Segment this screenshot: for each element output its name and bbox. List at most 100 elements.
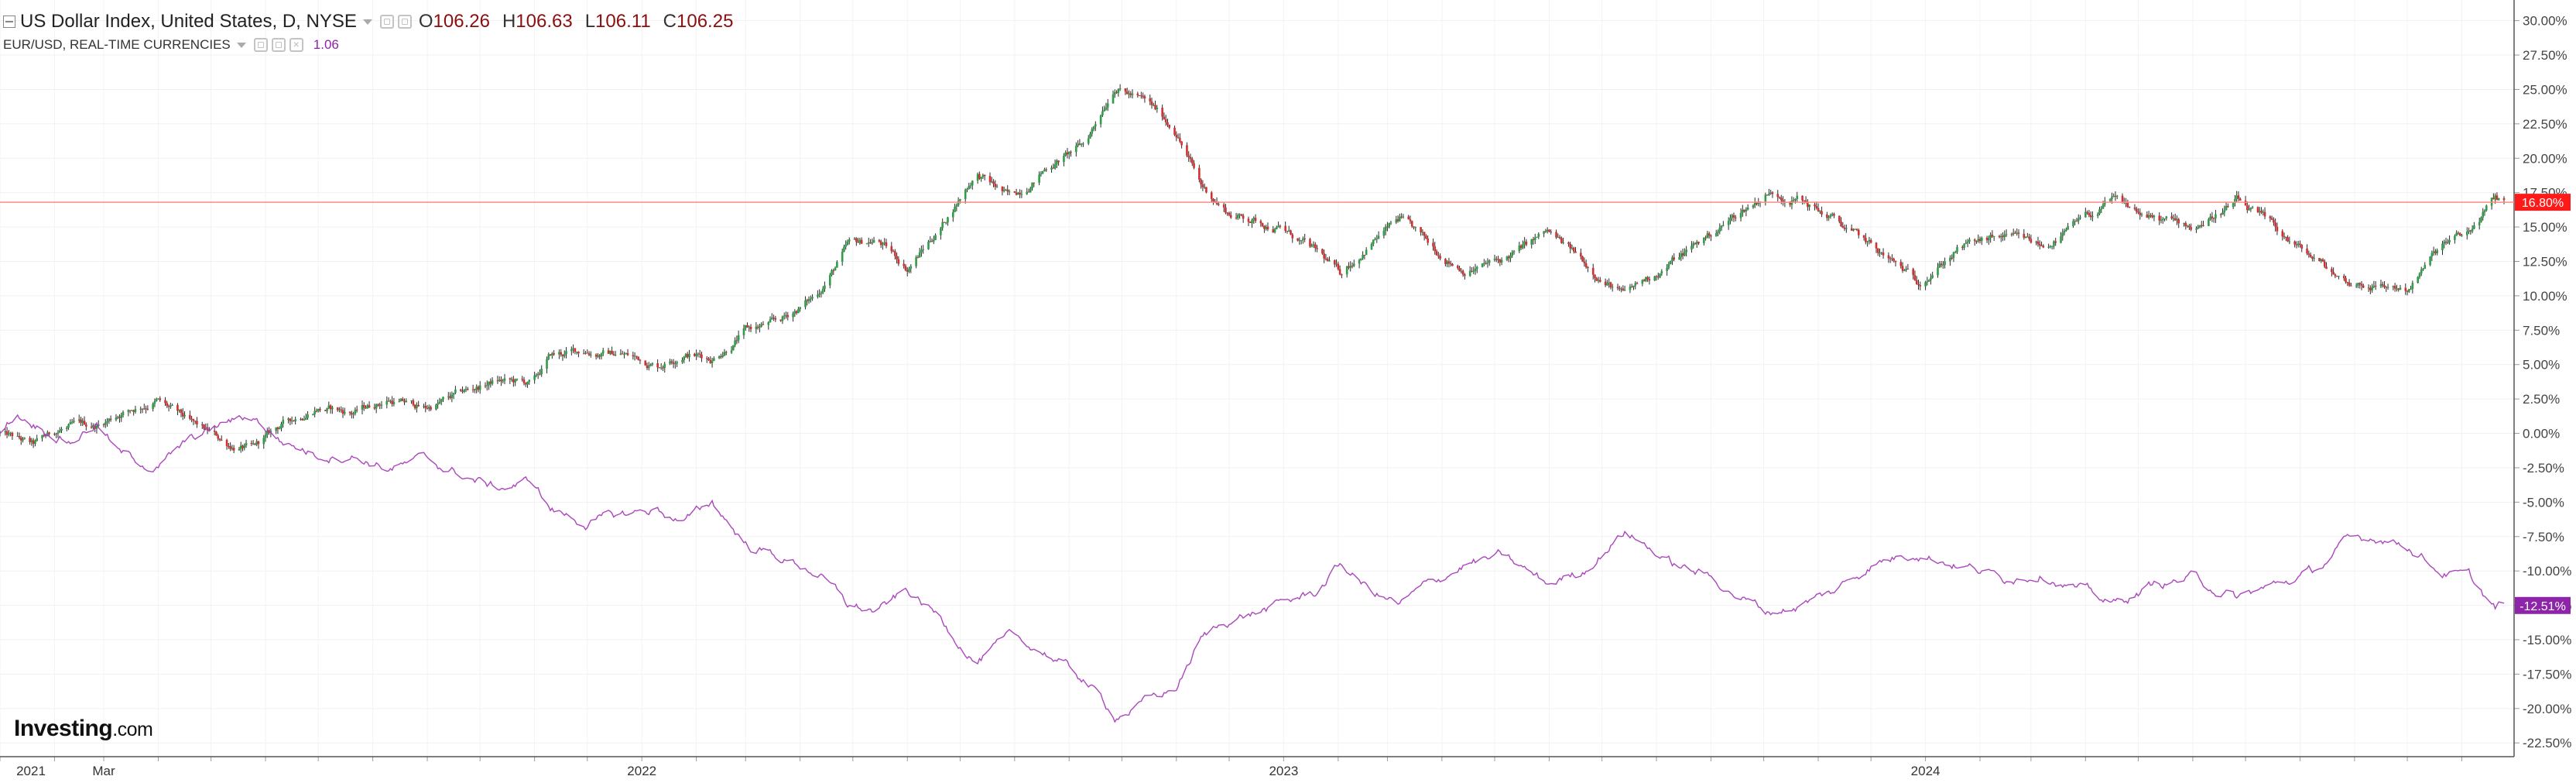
candle-body <box>1801 195 1804 201</box>
candle-body <box>1697 242 1700 243</box>
y-tick-label: 10.00% <box>2523 289 2567 304</box>
settings-icon[interactable] <box>253 38 268 52</box>
close-icon[interactable]: × <box>289 38 303 52</box>
candle-body <box>683 356 686 361</box>
candle-body <box>720 355 722 357</box>
candle-body <box>2150 215 2152 216</box>
candle-body <box>1792 200 1795 201</box>
candle-body <box>1536 236 1538 238</box>
candle-body <box>365 407 367 409</box>
candle-body <box>1400 216 1403 218</box>
candle-body <box>2246 205 2249 211</box>
candle-body <box>1606 283 1608 286</box>
candle-body <box>746 325 748 328</box>
candle-body <box>1533 237 1536 240</box>
candle-body <box>1975 241 1978 242</box>
candle-body <box>430 407 432 410</box>
candle-body <box>1906 268 1910 270</box>
candle-body <box>2215 214 2217 218</box>
candle-body <box>2350 285 2352 287</box>
chevron-down-icon[interactable] <box>362 19 372 25</box>
candle-body <box>2184 222 2187 226</box>
candle-body <box>598 355 601 357</box>
candle-body <box>2270 218 2273 220</box>
candle-body <box>90 426 93 428</box>
chevron-down-icon[interactable] <box>236 42 246 48</box>
y-tick-label: -20.00% <box>2523 702 2571 716</box>
candle-body <box>313 410 316 414</box>
candle-body <box>633 355 636 357</box>
candle-body <box>2112 195 2115 197</box>
candle-body <box>1833 214 1835 216</box>
candle-body <box>2309 254 2312 257</box>
candle-body <box>180 409 183 414</box>
candle-body <box>809 298 812 300</box>
candle-body <box>428 407 430 409</box>
candle-body <box>934 235 937 240</box>
candle-body <box>647 366 650 369</box>
candle-body <box>1101 111 1104 115</box>
candle-body <box>1857 229 1860 235</box>
candle-body <box>836 262 838 268</box>
candle-body <box>2371 287 2373 290</box>
candle-body <box>498 379 501 381</box>
candle-body <box>2151 215 2153 218</box>
high-label: H <box>502 11 516 32</box>
candle-body <box>385 400 389 405</box>
candle-body <box>1685 249 1687 252</box>
candle-body <box>1314 244 1317 249</box>
candle-body <box>81 421 84 423</box>
candle-body <box>755 326 758 330</box>
candle-body <box>2235 195 2238 199</box>
candle-body <box>1316 248 1318 249</box>
candle-body <box>1915 280 1918 285</box>
candle-body <box>1152 105 1155 106</box>
candle-body <box>600 353 603 357</box>
eurusd-series-line <box>0 414 2505 723</box>
candle-body <box>1099 115 1102 125</box>
candle-body <box>1692 243 1695 246</box>
hide-icon[interactable] <box>271 38 286 52</box>
candle-body <box>1973 239 1976 242</box>
hide-icon[interactable] <box>397 15 412 29</box>
candle-body <box>897 259 900 264</box>
candle-body <box>785 314 787 316</box>
candle-body <box>1868 239 1871 242</box>
candle-body <box>2325 266 2328 270</box>
candle-body <box>60 428 63 431</box>
candle-body <box>904 266 907 271</box>
collapse-icon[interactable] <box>3 15 15 28</box>
candle-body <box>1386 226 1389 228</box>
candle-body <box>115 417 118 420</box>
candle-body <box>2318 258 2321 262</box>
candle-body <box>1173 127 1176 136</box>
candle-body <box>1595 278 1598 281</box>
candle-body <box>551 353 553 355</box>
candle-body <box>391 400 393 404</box>
candle-body <box>1988 238 1990 241</box>
candle-body <box>522 379 526 383</box>
settings-icon[interactable] <box>379 15 394 29</box>
candle-body <box>621 353 624 355</box>
price-axis[interactable]: 30.00%27.50%25.00%22.50%20.00%17.50%15.0… <box>0 0 2571 757</box>
candle-body <box>2005 234 2008 235</box>
candle-body <box>663 363 666 369</box>
time-axis[interactable]: 2021 Mar 2022 2023 2024 <box>0 756 2514 778</box>
candle-body <box>5 431 9 435</box>
candle-body <box>2177 219 2180 224</box>
candle-body <box>2321 259 2324 262</box>
candle-body <box>1161 108 1163 117</box>
candle-body <box>1053 164 1057 169</box>
candle-body <box>18 435 21 438</box>
candle-body <box>1242 215 1245 219</box>
candle-body <box>1512 251 1516 252</box>
candle-body <box>1226 212 1228 214</box>
candle-body <box>454 389 457 393</box>
candle-body <box>1067 151 1070 155</box>
candle-body <box>2244 200 2247 206</box>
candle-body <box>317 408 320 411</box>
candle-body <box>242 445 244 448</box>
candle-body <box>1666 267 1668 271</box>
candle-body <box>1732 215 1735 218</box>
